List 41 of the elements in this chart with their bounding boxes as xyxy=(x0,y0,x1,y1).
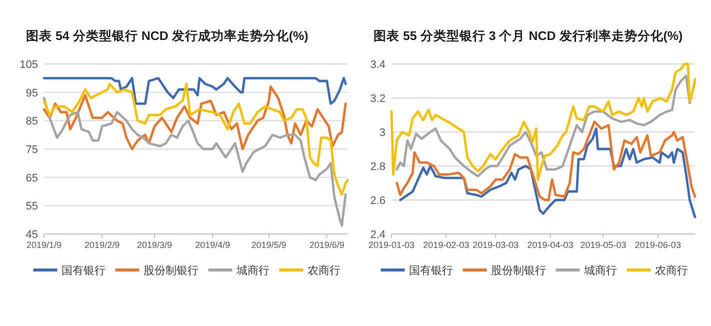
y-tick-label: 95 xyxy=(26,87,38,100)
chart-title: 图表 54 分类型银行 NCD 发行成功率走势分化(%) xyxy=(26,28,308,43)
legend-label: 股份制银行 xyxy=(143,264,198,277)
y-tick-label: 55 xyxy=(26,200,38,213)
legend-label: 国有银行 xyxy=(408,265,453,277)
y-tick-label: 75 xyxy=(26,144,38,156)
x-tick-label: 2019-02-03 xyxy=(423,240,470,250)
legend-label: 城商行 xyxy=(235,264,270,277)
y-tick-label: 3.2 xyxy=(370,93,386,105)
legend-label: 股份制银行 xyxy=(490,264,546,277)
x-tick-label: 2019-04-03 xyxy=(527,240,574,250)
legend-label: 国有银行 xyxy=(61,265,106,277)
x-tick-label: 2019/4/9 xyxy=(195,240,230,250)
line-series xyxy=(42,82,349,196)
y-tick-label: 105 xyxy=(20,59,38,71)
x-tick-label: 2019/3/9 xyxy=(137,240,172,250)
x-tick-label: 2019/2/9 xyxy=(84,240,120,250)
x-tick-label: 2019-06-03 xyxy=(634,240,681,250)
x-tick-label: 2019-05-03 xyxy=(580,240,626,250)
legend-label: 农商行 xyxy=(654,264,688,277)
y-tick-label: 2.6 xyxy=(370,195,386,207)
line-series xyxy=(396,120,696,202)
line-series xyxy=(42,85,347,150)
y-tick-label: 85 xyxy=(26,116,38,128)
legend-label: 城商行 xyxy=(582,264,617,277)
chart-title: 图表 55 分类型银行 3 个月 NCD 发行利率走势分化(%) xyxy=(374,28,683,43)
line-series xyxy=(42,96,347,227)
y-tick-label: 2.8 xyxy=(370,161,386,173)
x-tick-label: 2019/5/9 xyxy=(251,240,286,250)
x-tick-label: 2019-01-03 xyxy=(368,240,415,250)
y-tick-label: 2.4 xyxy=(370,229,386,241)
x-tick-label: 2019-03-03 xyxy=(472,240,519,250)
y-tick-label: 3.4 xyxy=(370,59,386,71)
y-tick-label: 65 xyxy=(26,172,38,184)
x-tick-label: 2019/1/9 xyxy=(26,240,62,250)
line-series xyxy=(42,76,347,105)
legend-label: 农商行 xyxy=(307,264,340,277)
x-tick-label: 2019/6/9 xyxy=(309,240,344,250)
line-series xyxy=(399,127,696,218)
y-tick-label: 45 xyxy=(26,229,38,241)
y-tick-label: 3 xyxy=(379,127,386,139)
